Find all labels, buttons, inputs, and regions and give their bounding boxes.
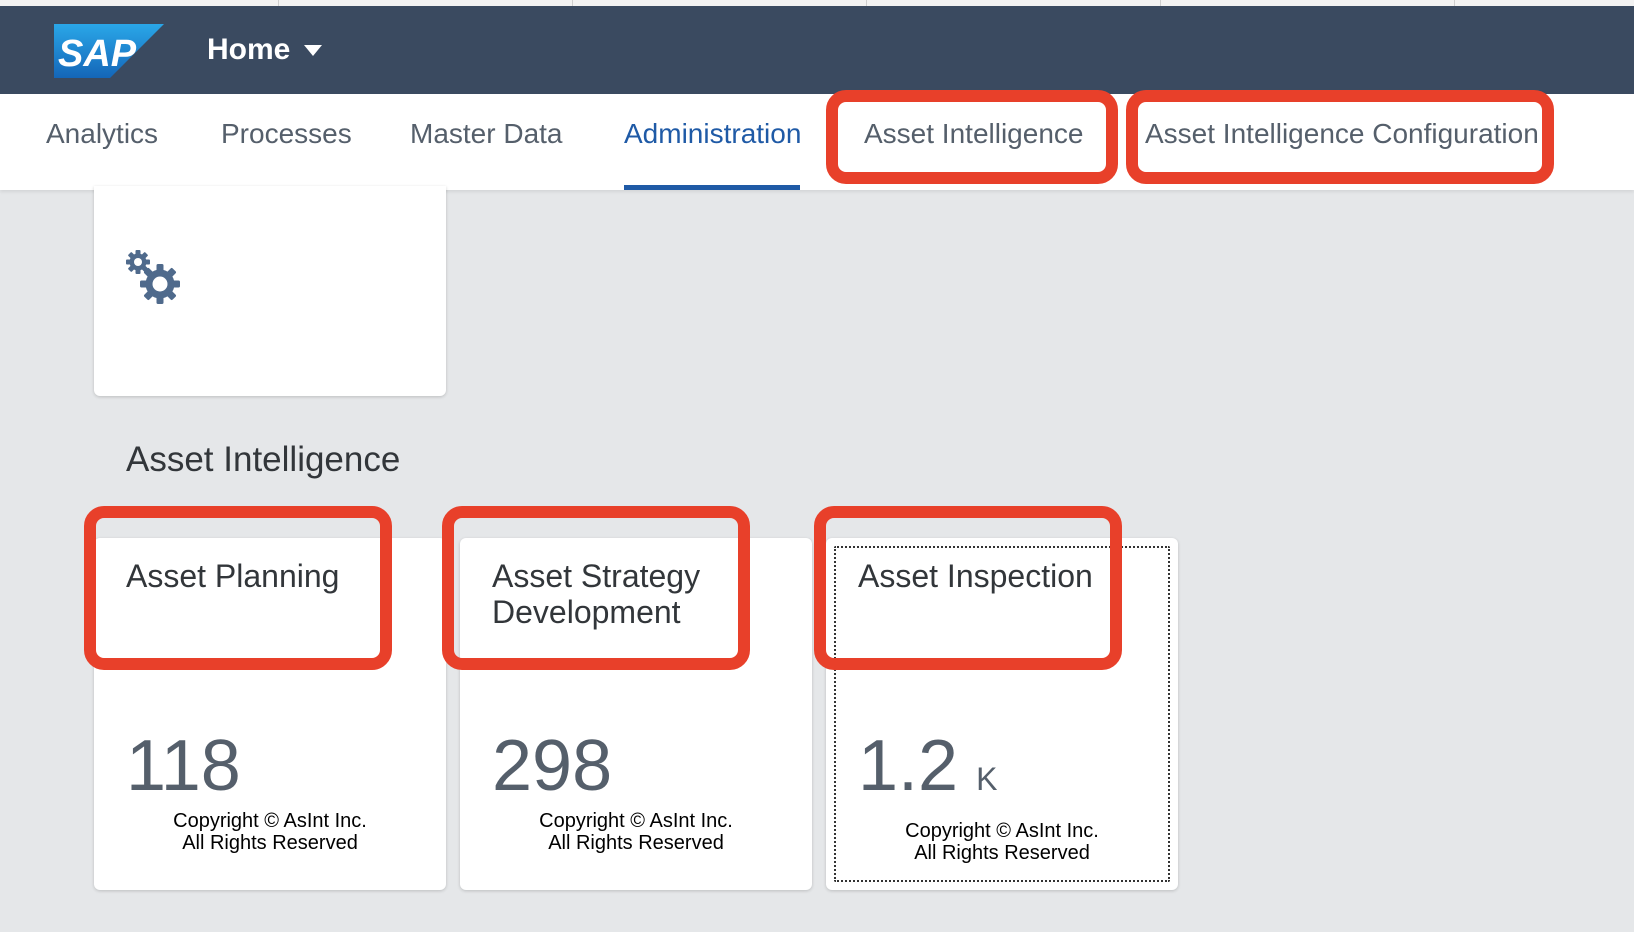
tile-title: Asset Planning bbox=[126, 558, 340, 594]
tab-processes[interactable]: Processes bbox=[221, 118, 352, 149]
tab-asset-intelligence[interactable]: Asset Intelligence bbox=[864, 118, 1084, 149]
tile-footer-line2: All Rights Reserved bbox=[914, 842, 1090, 864]
tile-kpi-value: 118 bbox=[126, 726, 259, 819]
strip-separator bbox=[278, 0, 279, 6]
active-tab-indicator bbox=[624, 185, 800, 190]
gears-icon bbox=[126, 250, 180, 304]
tile-asset-planning[interactable]: Asset Planning 118 Copyright © AsInt Inc… bbox=[94, 538, 446, 890]
tile-footer-line1: Copyright © AsInt Inc. bbox=[173, 810, 367, 832]
tab-administration[interactable]: Administration bbox=[624, 118, 802, 149]
home-label: Home bbox=[207, 33, 291, 66]
strip-separator bbox=[1454, 0, 1455, 6]
kpi-number: 1.2 bbox=[858, 726, 959, 806]
caret-down-icon bbox=[304, 44, 323, 56]
tile-footer-line1: Copyright © AsInt Inc. bbox=[905, 820, 1099, 842]
sap-logo[interactable]: SAP bbox=[54, 24, 164, 78]
kpi-number: 298 bbox=[492, 726, 613, 806]
tile-footer-line1: Copyright © AsInt Inc. bbox=[539, 810, 733, 832]
settings-tile[interactable] bbox=[94, 186, 446, 396]
strip-separator bbox=[866, 0, 867, 6]
tile-kpi-value: 1.2 K bbox=[858, 726, 997, 819]
kpi-unit: K bbox=[976, 761, 998, 797]
logo-text: SAP bbox=[58, 33, 137, 75]
strip-separator bbox=[1160, 0, 1161, 6]
section-title: Asset Intelligence bbox=[126, 440, 401, 479]
tile-title: Asset Strategy Development bbox=[492, 558, 701, 630]
tab-master-data[interactable]: Master Data bbox=[410, 118, 563, 149]
tile-title: Asset Inspection bbox=[858, 558, 1093, 594]
tile-footer-line2: All Rights Reserved bbox=[182, 832, 358, 854]
kpi-number: 118 bbox=[126, 726, 241, 806]
strip-separator bbox=[572, 0, 573, 6]
home-menu-button[interactable]: Home bbox=[207, 28, 323, 72]
tile-asset-strategy-development[interactable]: Asset Strategy Development 298 Copyright… bbox=[460, 538, 812, 890]
shell-header: SAP Home bbox=[0, 6, 1634, 94]
browser-top-strip bbox=[0, 0, 1634, 6]
tab-asset-intelligence-configuration[interactable]: Asset Intelligence Configuration bbox=[1145, 118, 1539, 149]
tile-footer-line2: All Rights Reserved bbox=[548, 832, 724, 854]
tab-analytics[interactable]: Analytics bbox=[46, 118, 159, 149]
tile-kpi-value: 298 bbox=[492, 726, 630, 819]
tile-asset-inspection[interactable]: Asset Inspection 1.2 K Copyright © AsInt … bbox=[826, 538, 1178, 890]
tab-bar: Analytics Processes Master Data Administ… bbox=[0, 94, 1634, 190]
